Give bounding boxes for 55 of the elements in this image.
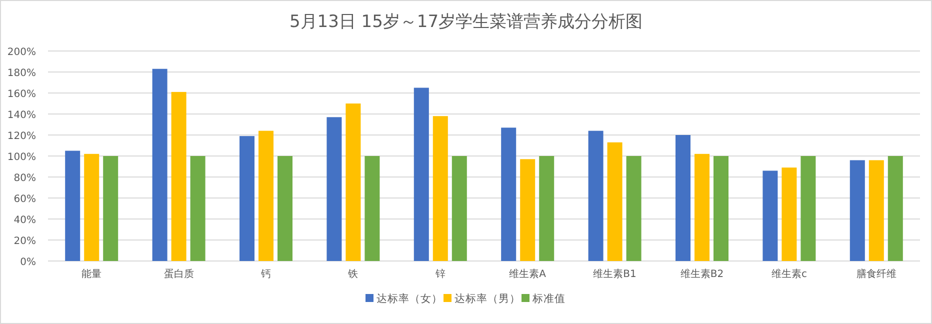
y-tick-label: 40% bbox=[14, 215, 36, 226]
bar bbox=[152, 68, 168, 261]
bar bbox=[888, 156, 903, 261]
y-tick-label: 140% bbox=[7, 110, 36, 121]
legend-label: 达标率（男） bbox=[454, 292, 520, 305]
y-tick-label: 60% bbox=[14, 194, 36, 205]
legend-label: 标准值 bbox=[532, 292, 566, 305]
bar bbox=[432, 116, 448, 261]
bar bbox=[364, 156, 380, 261]
y-tick-label: 180% bbox=[7, 68, 36, 79]
bar bbox=[607, 142, 622, 261]
x-tick-label: 维生素A bbox=[509, 268, 546, 280]
bar bbox=[762, 170, 778, 261]
x-tick-label: 锌 bbox=[434, 268, 446, 280]
bar bbox=[258, 130, 274, 261]
bar bbox=[800, 156, 816, 261]
bar bbox=[326, 117, 342, 261]
x-tick-label: 蛋白质 bbox=[164, 268, 194, 280]
x-tick-label: 铁 bbox=[347, 268, 358, 280]
bar bbox=[190, 156, 206, 261]
y-tick-label: 80% bbox=[14, 173, 36, 184]
bar bbox=[103, 156, 118, 261]
bar bbox=[240, 136, 254, 261]
bar bbox=[278, 156, 292, 261]
bar bbox=[65, 150, 80, 261]
x-tick-label: 维生素B1 bbox=[593, 268, 636, 280]
x-tick-label: 能量 bbox=[82, 268, 102, 280]
bar bbox=[520, 159, 536, 261]
bar bbox=[452, 156, 467, 261]
bar bbox=[501, 128, 516, 261]
bar bbox=[714, 156, 728, 261]
y-tick-label: 200% bbox=[7, 47, 36, 58]
y-tick-label: 120% bbox=[7, 131, 36, 142]
legend-label: 达标率（女） bbox=[376, 292, 442, 305]
y-tick-label: 100% bbox=[7, 152, 36, 163]
x-tick-label: 钙 bbox=[260, 269, 271, 280]
bar bbox=[171, 92, 186, 261]
y-tick-label: 20% bbox=[14, 236, 36, 247]
chart-title: 5月13日 15岁～17岁学生菜谱营养成分分析图 bbox=[289, 12, 643, 32]
x-tick-label: 维生素B2 bbox=[680, 268, 724, 280]
y-tick-label: 0% bbox=[20, 257, 36, 268]
bar bbox=[868, 160, 884, 261]
bar bbox=[626, 156, 642, 261]
bar bbox=[850, 160, 865, 261]
bar bbox=[84, 154, 100, 261]
bar bbox=[676, 135, 690, 261]
bar bbox=[539, 156, 554, 261]
bar bbox=[694, 154, 710, 261]
bar bbox=[346, 104, 361, 261]
x-tick-label: 维生素c bbox=[771, 268, 807, 280]
bar bbox=[588, 130, 604, 261]
bar bbox=[782, 168, 797, 261]
y-tick-label: 160% bbox=[7, 89, 36, 100]
x-tick-label: 膳食纤维 bbox=[856, 268, 896, 280]
bar bbox=[414, 88, 429, 261]
